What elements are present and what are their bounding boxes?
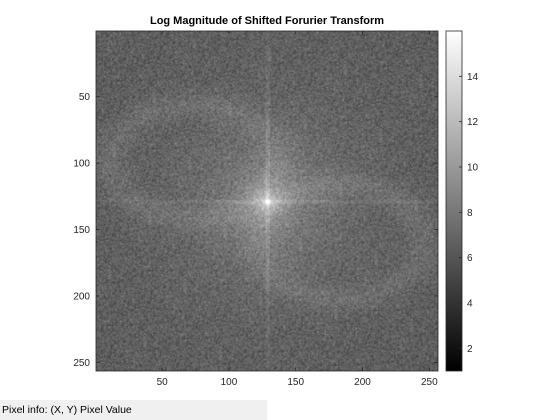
pixel-info-label: Pixel info: xyxy=(2,404,48,416)
y-tick-label: 200 xyxy=(73,291,90,302)
plot-title: Log Magnitude of Shifted Forurier Transf… xyxy=(150,15,384,27)
colorbar-ticks: 2 4 6 8 10 12 14 xyxy=(459,72,479,355)
pixel-info-value: (X, Y) Pixel Value xyxy=(50,404,132,416)
x-tick-label: 50 xyxy=(157,377,169,388)
x-tick-label: 150 xyxy=(287,377,304,388)
x-tick-label: 250 xyxy=(421,377,438,388)
colorbar-tick-label: 8 xyxy=(467,208,473,219)
fourier-spectrum-image[interactable] xyxy=(96,31,438,371)
colorbar-tick-label: 6 xyxy=(467,253,473,264)
y-tick-label: 100 xyxy=(73,159,90,170)
colorbar-tick-label: 2 xyxy=(467,344,473,355)
colorbar-tick-label: 14 xyxy=(467,72,479,83)
x-tick-label: 200 xyxy=(354,377,371,388)
colorbar[interactable]: 2 4 6 8 10 12 14 xyxy=(445,30,479,372)
x-tick-label: 100 xyxy=(221,377,238,388)
image-axes[interactable]: 50 100 150 200 250 50 100 150 200 250 xyxy=(73,30,439,388)
colorbar-tick-label: 10 xyxy=(467,163,479,174)
colorbar-gradient xyxy=(445,30,463,372)
pixel-info-bar: Pixel info: (X, Y) Pixel Value xyxy=(0,400,267,420)
figure-canvas: 50 100 150 200 250 50 100 150 200 250 Log Magnit… xyxy=(73,15,479,388)
colorbar-tick-label: 12 xyxy=(467,117,479,128)
y-tick-label: 150 xyxy=(73,225,90,236)
x-axis-ticks: 50 100 150 200 250 xyxy=(157,31,438,388)
y-tick-label: 50 xyxy=(79,92,91,103)
colorbar-tick-label: 4 xyxy=(467,299,473,310)
y-axis-ticks: 50 100 150 200 250 xyxy=(73,92,438,369)
y-tick-label: 250 xyxy=(73,358,90,369)
image-axes-border xyxy=(95,30,439,372)
